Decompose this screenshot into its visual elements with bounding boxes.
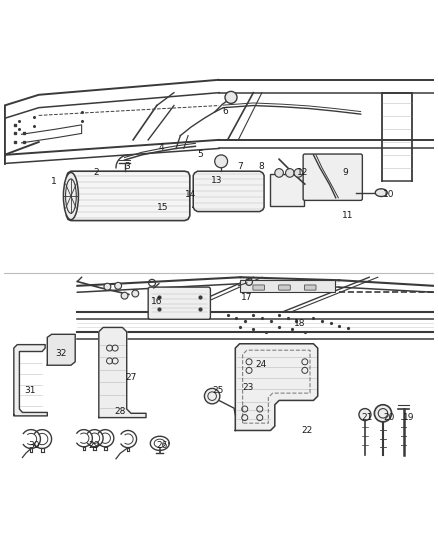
- Circle shape: [104, 283, 111, 290]
- Text: 31: 31: [25, 385, 36, 394]
- Text: 12: 12: [297, 167, 308, 176]
- Polygon shape: [235, 344, 318, 431]
- Ellipse shape: [64, 173, 78, 220]
- Text: 25: 25: [212, 385, 224, 394]
- FancyBboxPatch shape: [304, 285, 316, 290]
- Polygon shape: [47, 334, 75, 365]
- Text: 7: 7: [237, 162, 243, 171]
- Text: 23: 23: [243, 383, 254, 392]
- FancyBboxPatch shape: [270, 174, 304, 206]
- Text: 17: 17: [241, 293, 253, 302]
- Text: 10: 10: [383, 190, 394, 199]
- Circle shape: [286, 168, 294, 177]
- Text: 11: 11: [342, 212, 353, 220]
- Text: 8: 8: [258, 162, 264, 171]
- Text: 3: 3: [124, 163, 130, 172]
- Ellipse shape: [375, 189, 387, 197]
- Circle shape: [275, 168, 283, 177]
- Text: 9: 9: [343, 168, 349, 177]
- Text: 1: 1: [51, 177, 57, 186]
- Polygon shape: [99, 327, 146, 417]
- Text: 16: 16: [151, 297, 162, 306]
- Text: 29: 29: [88, 441, 99, 450]
- Text: 14: 14: [185, 190, 197, 199]
- Text: 20: 20: [383, 413, 394, 422]
- Circle shape: [225, 91, 237, 103]
- Text: 15: 15: [157, 203, 169, 212]
- Text: 2: 2: [94, 168, 99, 177]
- FancyBboxPatch shape: [303, 154, 362, 200]
- Text: 26: 26: [157, 441, 168, 450]
- FancyBboxPatch shape: [279, 285, 290, 290]
- Text: 28: 28: [115, 407, 126, 416]
- Polygon shape: [193, 171, 264, 212]
- Text: 21: 21: [361, 413, 373, 422]
- Circle shape: [294, 168, 303, 177]
- FancyBboxPatch shape: [240, 280, 335, 292]
- Polygon shape: [14, 345, 47, 416]
- Text: 4: 4: [158, 143, 164, 152]
- Text: 18: 18: [294, 319, 305, 328]
- Circle shape: [121, 292, 128, 299]
- Text: 30: 30: [28, 441, 39, 450]
- FancyBboxPatch shape: [148, 287, 210, 319]
- Circle shape: [359, 409, 371, 421]
- Text: 13: 13: [211, 176, 223, 185]
- Circle shape: [374, 405, 392, 422]
- Circle shape: [115, 282, 122, 289]
- Text: 5: 5: [197, 150, 202, 158]
- Circle shape: [205, 389, 220, 404]
- Text: 27: 27: [125, 373, 137, 382]
- Polygon shape: [67, 171, 190, 221]
- Circle shape: [215, 155, 228, 168]
- Circle shape: [132, 290, 139, 297]
- Text: 22: 22: [301, 426, 313, 435]
- Text: 24: 24: [255, 360, 267, 369]
- Text: 19: 19: [403, 413, 414, 422]
- FancyBboxPatch shape: [253, 285, 265, 290]
- Text: 32: 32: [55, 349, 67, 358]
- Text: 6: 6: [223, 107, 228, 116]
